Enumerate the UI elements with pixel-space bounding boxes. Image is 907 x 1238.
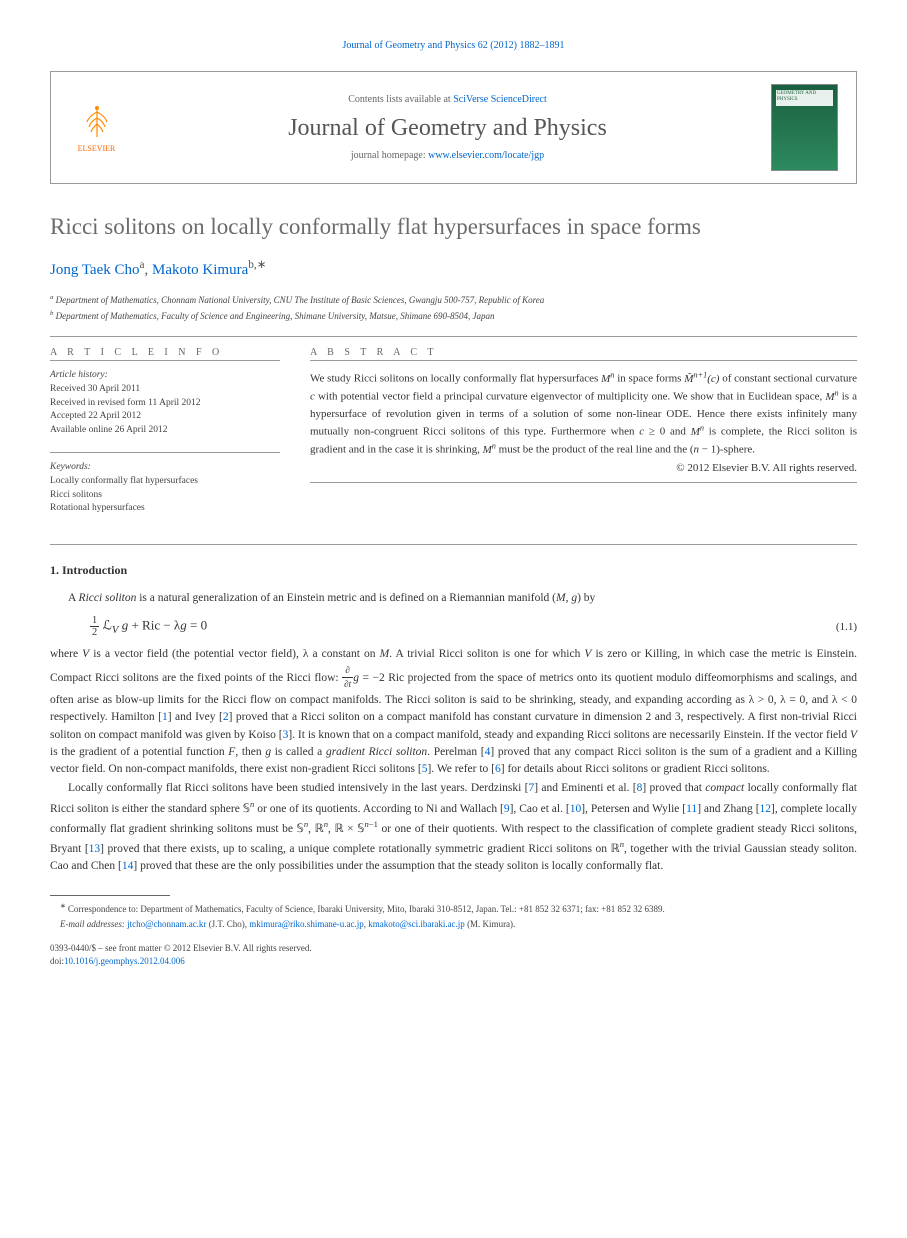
corr-text: Correspondence to: Department of Mathema… [68,904,665,914]
history-online: Available online 26 April 2012 [50,424,280,438]
email-1-who: (J.T. Cho) [209,919,245,929]
history-revised: Received in revised form 11 April 2012 [50,397,280,411]
article-info-col: A R T I C L E I N F O Article history: R… [50,347,280,530]
history-accepted: Accepted 22 April 2012 [50,410,280,424]
keywords-block: Keywords: Locally conformally flat hyper… [50,461,280,516]
abstract-text: We study Ricci solitons on locally confo… [310,369,857,458]
divider-top [50,336,857,337]
email-2[interactable]: mkimura@riko.shimane-u.ac.jp [249,919,364,929]
authors: Jong Taek Choa, Makoto Kimurab,∗ [50,258,857,279]
affil-b-text: Department of Mathematics, Faculty of Sc… [56,311,495,321]
elsevier-text: ELSEVIER [78,144,116,153]
email-3[interactable]: kmakoto@sci.ibaraki.ac.jp [368,919,465,929]
affiliation-b: b Department of Mathematics, Faculty of … [50,309,857,323]
article-history: Article history: Received 30 April 2011 … [50,369,280,438]
author-1-sup: a [140,259,145,271]
intro-para-1: A Ricci soliton is a natural generalizat… [50,590,857,607]
info-abstract-row: A R T I C L E I N F O Article history: R… [50,347,857,530]
doi-link[interactable]: 10.1016/j.geomphys.2012.04.006 [64,956,185,966]
intro-para-2: where V is a vector field (the potential… [50,646,857,778]
eq-content: 12 ℒV g + Ric − λg = 0 [90,615,836,638]
homepage-link[interactable]: www.elsevier.com/locate/jgp [428,150,544,161]
emails-label: E-mail addresses: [60,919,125,929]
doi-prefix: doi: [50,956,64,966]
bottom-info: 0393-0440/$ – see front matter © 2012 El… [50,942,857,967]
keyword-3: Rotational hypersurfaces [50,502,280,516]
contents-line: Contents lists available at SciVerse Sci… [124,94,771,105]
author-2[interactable]: Makoto Kimura [152,262,248,278]
history-title: Article history: [50,369,280,383]
masthead-center: Contents lists available at SciVerse Sci… [124,94,771,161]
intro-para-3: Locally conformally flat Ricci solitons … [50,780,857,875]
homepage-prefix: journal homepage: [351,150,428,161]
contents-prefix: Contents lists available at [348,94,453,105]
author-2-sup: b,∗ [248,259,266,271]
affil-a-text: Department of Mathematics, Chonnam Natio… [56,295,545,305]
section-1-heading: 1. Introduction [50,563,857,578]
divider-bottom [50,544,857,545]
email-3-who: (M. Kimura). [467,919,515,929]
running-head: Journal of Geometry and Physics 62 (2012… [50,40,857,51]
journal-name: Journal of Geometry and Physics [124,115,771,142]
sciencedirect-link[interactable]: SciVerse ScienceDirect [453,94,547,105]
affiliation-a: a Department of Mathematics, Chonnam Nat… [50,293,857,307]
keywords-title: Keywords: [50,461,280,475]
eq-number: (1.1) [836,621,857,633]
journal-cover-thumb: GEOMETRY AND PHYSICS [771,84,838,171]
emails-footnote: E-mail addresses: jtcho@chonnam.ac.kr (J… [50,918,857,931]
elsevier-tree-icon [77,102,117,142]
article-title: Ricci solitons on locally conformally fl… [50,214,857,240]
keyword-2: Ricci solitons [50,489,280,503]
abstract-col: A B S T R A C T We study Ricci solitons … [310,347,857,530]
elsevier-logo: ELSEVIER [69,98,124,158]
author-1[interactable]: Jong Taek Cho [50,262,140,278]
cover-text: GEOMETRY AND PHYSICS [777,91,837,102]
corr-footnote: ∗ Correspondence to: Department of Mathe… [50,902,857,916]
masthead: ELSEVIER Contents lists available at Sci… [50,71,857,184]
abstract-copyright: © 2012 Elsevier B.V. All rights reserved… [310,462,857,474]
email-1[interactable]: jtcho@chonnam.ac.kr [127,919,206,929]
abstract-heading: A B S T R A C T [310,347,857,358]
info-heading: A R T I C L E I N F O [50,347,280,358]
doi-line: doi:10.1016/j.geomphys.2012.04.006 [50,955,857,968]
front-matter-line: 0393-0440/$ – see front matter © 2012 El… [50,942,857,955]
keyword-1: Locally conformally flat hypersurfaces [50,475,280,489]
footnote-rule [50,895,170,896]
history-received: Received 30 April 2011 [50,383,280,397]
citation-link[interactable]: Journal of Geometry and Physics 62 (2012… [343,40,565,51]
homepage-line: journal homepage: www.elsevier.com/locat… [124,150,771,161]
equation-1-1: 12 ℒV g + Ric − λg = 0 (1.1) [90,615,857,638]
